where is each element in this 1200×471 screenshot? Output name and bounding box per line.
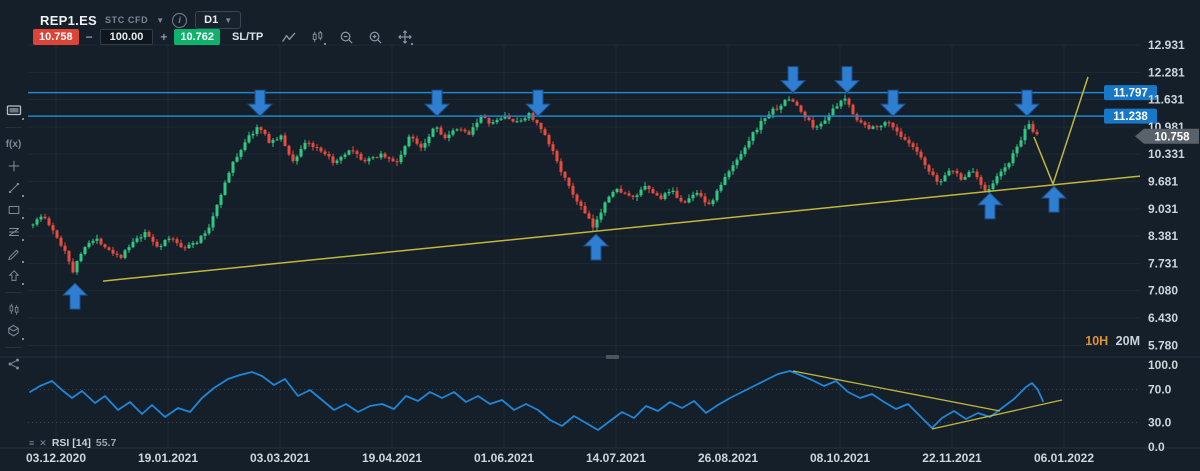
rsi-line[interactable] bbox=[29, 370, 1044, 431]
svg-text:12.281: 12.281 bbox=[1148, 65, 1185, 79]
signal-arrow-up bbox=[61, 282, 89, 310]
buy-price-button[interactable]: 10.762 bbox=[174, 29, 220, 45]
fx-label: f(x) bbox=[5, 138, 22, 150]
toolbar-divider bbox=[5, 292, 22, 293]
svg-text:19.01.2021: 19.01.2021 bbox=[138, 451, 198, 465]
svg-text:01.06.2021: 01.06.2021 bbox=[474, 451, 534, 465]
order-panel: 10.758 − 100.00 + 10.762 SL/TP bbox=[33, 29, 414, 45]
rectangle-icon[interactable] bbox=[4, 201, 24, 219]
zoom-in-icon[interactable] bbox=[367, 29, 384, 45]
indicator-name: RSI [14] bbox=[51, 437, 91, 449]
signal-arrow-down bbox=[246, 89, 274, 117]
svg-text:5.780: 5.780 bbox=[1148, 338, 1178, 352]
svg-text:10.758: 10.758 bbox=[1154, 131, 1190, 143]
current-price-tag bbox=[1135, 128, 1199, 144]
brush-icon[interactable] bbox=[4, 245, 24, 263]
svg-text:10.331: 10.331 bbox=[1148, 147, 1185, 161]
objects-icon[interactable] bbox=[4, 322, 24, 340]
candlestick-series[interactable] bbox=[31, 94, 1039, 275]
svg-text:9.031: 9.031 bbox=[1148, 202, 1178, 216]
toolbar-divider bbox=[5, 127, 22, 128]
crosshair-plus-icon[interactable] bbox=[4, 157, 24, 175]
signal-arrow-down bbox=[833, 66, 861, 94]
signal-arrow-down bbox=[1013, 89, 1041, 117]
timeframe-selector[interactable]: D1 ▼ bbox=[195, 11, 242, 29]
svg-text:8.381: 8.381 bbox=[1148, 229, 1178, 243]
drawing-toolbar: f(x) bbox=[0, 102, 27, 373]
svg-text:11.238: 11.238 bbox=[1113, 111, 1148, 123]
volume-input[interactable]: 100.00 bbox=[99, 29, 154, 45]
signal-arrow-up bbox=[1040, 185, 1068, 213]
arrow-mark-icon[interactable] bbox=[4, 267, 24, 285]
candle-countdown: 10H 20M bbox=[1028, 334, 1140, 348]
svg-text:7.731: 7.731 bbox=[1148, 256, 1178, 270]
svg-text:0.0: 0.0 bbox=[1148, 440, 1165, 454]
svg-text:08.10.2021: 08.10.2021 bbox=[810, 451, 870, 465]
svg-text:11.631: 11.631 bbox=[1148, 93, 1184, 107]
volume-decrease-button[interactable]: − bbox=[85, 30, 93, 44]
line-style-icon[interactable] bbox=[280, 29, 297, 45]
svg-text:7.080: 7.080 bbox=[1148, 284, 1178, 298]
toolbar-divider bbox=[5, 347, 22, 348]
zoom-out-icon[interactable] bbox=[338, 29, 355, 45]
signal-arrow-down bbox=[879, 89, 907, 117]
signal-arrow-down bbox=[524, 89, 552, 117]
sltp-button[interactable]: SL/TP bbox=[232, 31, 264, 43]
indicator-close-icon[interactable]: ✕ bbox=[39, 437, 47, 448]
indicator-info-row: ≡ ✕ RSI [14] 55.7 bbox=[29, 437, 116, 449]
pan-icon[interactable] bbox=[396, 29, 414, 45]
share-icon[interactable] bbox=[4, 355, 24, 373]
chart-window-icon[interactable] bbox=[4, 102, 24, 120]
trend-line-icon[interactable] bbox=[4, 179, 24, 197]
price-level-tag bbox=[1104, 108, 1157, 124]
instrument-header: REP1.ES STC CFD ▼ i D1 ▼ bbox=[40, 11, 242, 29]
signal-arrows[interactable] bbox=[61, 66, 1068, 310]
panel-resize-handle[interactable] bbox=[606, 355, 619, 359]
countdown-minutes: 20M bbox=[1115, 334, 1140, 348]
signal-arrow-down bbox=[779, 66, 807, 94]
chevron-down-icon: ▼ bbox=[224, 15, 233, 25]
trendlines[interactable] bbox=[102, 76, 1141, 282]
svg-text:9.681: 9.681 bbox=[1148, 175, 1178, 189]
indicator-value: 55.7 bbox=[95, 437, 117, 449]
svg-text:14.07.2021: 14.07.2021 bbox=[586, 451, 646, 465]
svg-text:70.0: 70.0 bbox=[1148, 383, 1172, 397]
symbol-name[interactable]: REP1.ES bbox=[40, 12, 98, 28]
svg-text:22.11.2021: 22.11.2021 bbox=[922, 451, 982, 465]
sell-price-button[interactable]: 10.758 bbox=[33, 29, 79, 45]
svg-text:12.931: 12.931 bbox=[1148, 38, 1185, 52]
rsi-trendline[interactable] bbox=[792, 370, 1001, 412]
price-level-tag bbox=[1104, 85, 1157, 101]
chevron-down-icon[interactable]: ▼ bbox=[156, 15, 165, 25]
resistance-levels[interactable] bbox=[28, 85, 1157, 124]
instrument-type-label: STC CFD bbox=[105, 15, 149, 25]
rsi-trendline[interactable] bbox=[931, 399, 1063, 430]
grid bbox=[28, 44, 1140, 447]
volume-increase-button[interactable]: + bbox=[160, 30, 168, 44]
svg-text:26.08.2021: 26.08.2021 bbox=[698, 451, 758, 465]
patterns-icon[interactable] bbox=[4, 300, 24, 318]
indicator-settings-icon[interactable]: ≡ bbox=[29, 438, 35, 448]
svg-text:03.03.2021: 03.03.2021 bbox=[250, 451, 310, 465]
fibonacci-icon[interactable] bbox=[4, 223, 24, 241]
svg-text:30.0: 30.0 bbox=[1148, 415, 1172, 429]
svg-text:100.0: 100.0 bbox=[1148, 358, 1178, 372]
timeframe-label: D1 bbox=[204, 14, 219, 26]
signal-arrow-up bbox=[976, 192, 1004, 220]
signal-arrow-up bbox=[582, 233, 610, 261]
chart-type-icon[interactable] bbox=[309, 29, 327, 45]
svg-text:06.01.2022: 06.01.2022 bbox=[1034, 451, 1094, 465]
info-icon[interactable]: i bbox=[172, 12, 188, 28]
indicators-icon[interactable]: f(x) bbox=[4, 135, 24, 153]
svg-text:6.430: 6.430 bbox=[1148, 311, 1178, 325]
svg-text:19.04.2021: 19.04.2021 bbox=[362, 451, 422, 465]
countdown-hours: 10H bbox=[1085, 334, 1109, 348]
chart-controls bbox=[280, 29, 414, 45]
svg-text:03.12.2020: 03.12.2020 bbox=[26, 451, 86, 465]
signal-arrow-down bbox=[423, 89, 451, 117]
svg-text:11.797: 11.797 bbox=[1113, 88, 1148, 100]
